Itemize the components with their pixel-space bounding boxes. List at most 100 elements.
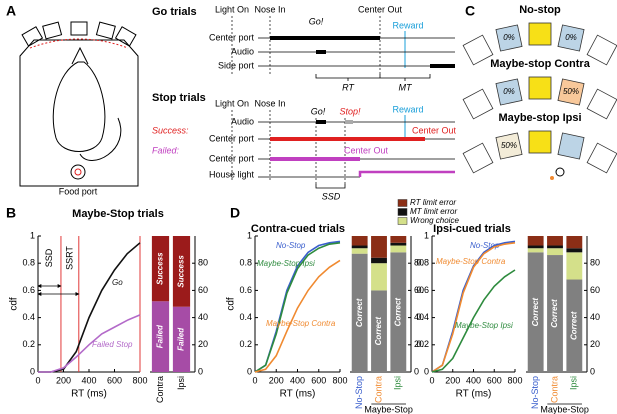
- bar-segment: [151, 301, 170, 372]
- y-tick-label: 60: [414, 285, 424, 295]
- stop-timeline: Stop trials Light On Nose In Go! Stop! R…: [152, 92, 457, 201]
- bar-segment: [547, 236, 563, 246]
- y-tick-label: 0: [590, 366, 595, 376]
- series-label: Maybe-Stop Contra: [266, 319, 336, 328]
- x-tick-label: 0: [252, 375, 257, 385]
- interval-label: RT: [342, 82, 355, 92]
- port: [586, 88, 617, 120]
- series-line: [38, 314, 141, 373]
- x-tick-label: 600: [107, 375, 122, 385]
- port: [557, 132, 585, 160]
- series-label: Maybe-Stop Ipsi: [455, 321, 513, 330]
- x-tick-label: 200: [269, 375, 284, 385]
- series-label: No-Stop: [276, 241, 306, 250]
- condition-title: Maybe-stop Contra: [490, 58, 591, 70]
- y-tick-label: 40: [590, 312, 600, 322]
- event: Stop!: [339, 106, 361, 116]
- y-tick-label: 0.4: [416, 312, 429, 322]
- port-label: 50%: [563, 87, 579, 96]
- port: [528, 76, 552, 100]
- chart-title: Ipsi-cued trials: [433, 223, 511, 235]
- bar-segment: [566, 279, 583, 372]
- bar-segment: [172, 306, 191, 372]
- series-label: Maybe-Stop Contra: [436, 257, 506, 266]
- x-axis-label: RT (ms): [280, 389, 316, 400]
- bar-segment: [390, 245, 407, 253]
- y-tick-label: 1: [424, 230, 429, 240]
- bar-segment: [566, 252, 583, 280]
- condition-title: Maybe-stop Ipsi: [498, 112, 581, 124]
- x-tick-label: Contra: [549, 376, 559, 403]
- y-axis-label: cdf: [9, 297, 20, 311]
- y-tick-label: 40: [198, 312, 208, 322]
- bar-inner-label: Correct: [393, 298, 402, 327]
- panel-letter: B: [6, 205, 16, 221]
- y-tick-label: 20: [198, 339, 208, 349]
- bar-inner-label: Correct: [569, 311, 578, 340]
- event: Go!: [311, 106, 326, 116]
- y-tick-label: 0: [414, 366, 419, 376]
- port: [528, 130, 552, 154]
- y-tick-label: 60: [198, 285, 208, 295]
- x-tick-label: 600: [487, 375, 502, 385]
- bar-inner-label: Success: [156, 252, 165, 285]
- chamber: [19, 21, 139, 187]
- y-tick-label: 80: [590, 258, 600, 268]
- outcome: Success:: [152, 125, 189, 135]
- series-line: [254, 242, 341, 373]
- y-tick-label: 0.2: [416, 339, 429, 349]
- bar-inner-label: Correct: [550, 299, 559, 328]
- port: [586, 34, 617, 66]
- y-tick-label: 0.8: [239, 258, 252, 268]
- chart-title: Maybe-Stop trials: [72, 208, 164, 220]
- y-tick-label: 20: [590, 339, 600, 349]
- y-tick-label: 0.8: [416, 258, 429, 268]
- panel-letter: D: [230, 205, 240, 221]
- bar-segment: [527, 245, 544, 249]
- bar-segment: [566, 248, 583, 253]
- x-tick-label: 400: [81, 375, 96, 385]
- legend-label: MT limit error: [410, 207, 457, 216]
- port: [557, 24, 585, 52]
- y-tick-label: 0.8: [22, 258, 35, 268]
- x-tick-label: Contra: [155, 376, 165, 403]
- legend-swatch: [397, 199, 408, 207]
- y-tick-label: 80: [198, 258, 208, 268]
- y-tick-label: 80: [414, 258, 424, 268]
- y-tick-label: 20: [414, 339, 424, 349]
- center-out: Center Out: [412, 125, 457, 135]
- rat-head: [555, 167, 565, 177]
- y-tick-label: 0.6: [22, 285, 35, 295]
- bar-inner-label: Failed: [156, 324, 165, 348]
- row-label: Center port: [209, 32, 255, 42]
- event: Go!: [309, 16, 324, 26]
- bar-inner-label: Correct: [355, 298, 364, 327]
- row-label: Side port: [218, 60, 255, 70]
- bar-segment: [351, 253, 368, 372]
- bar-segment: [527, 236, 544, 246]
- bar-inner-label: Success: [177, 255, 186, 288]
- bar-segment: [527, 252, 544, 372]
- y-tick-label: 0: [247, 366, 252, 376]
- bar-segment: [390, 252, 407, 372]
- food-port-label: Food port: [59, 186, 98, 196]
- x-tick-label: 400: [290, 375, 305, 385]
- bar-segment: [547, 255, 563, 372]
- y-tick-label: 60: [590, 285, 600, 295]
- y-tick-label: 0.4: [22, 312, 35, 322]
- row-label: Center port: [209, 133, 255, 143]
- x-tick-label: 0: [35, 375, 40, 385]
- bar-segment: [371, 257, 387, 264]
- x-tick-label: Ipsi: [569, 376, 579, 390]
- x-tick-label: 400: [466, 375, 481, 385]
- go-timeline: Go trials Light On Nose In Go! Center Ou…: [152, 4, 455, 92]
- y-tick-label: 0: [424, 366, 429, 376]
- event: Center Out: [358, 4, 403, 14]
- bar-segment: [351, 245, 368, 249]
- port: [557, 78, 585, 106]
- y-tick-label: 1: [247, 230, 252, 240]
- port: [495, 132, 523, 160]
- port-label: 0%: [503, 87, 515, 96]
- x-tick-label: Ipsi: [176, 376, 186, 390]
- food-port: [550, 176, 554, 180]
